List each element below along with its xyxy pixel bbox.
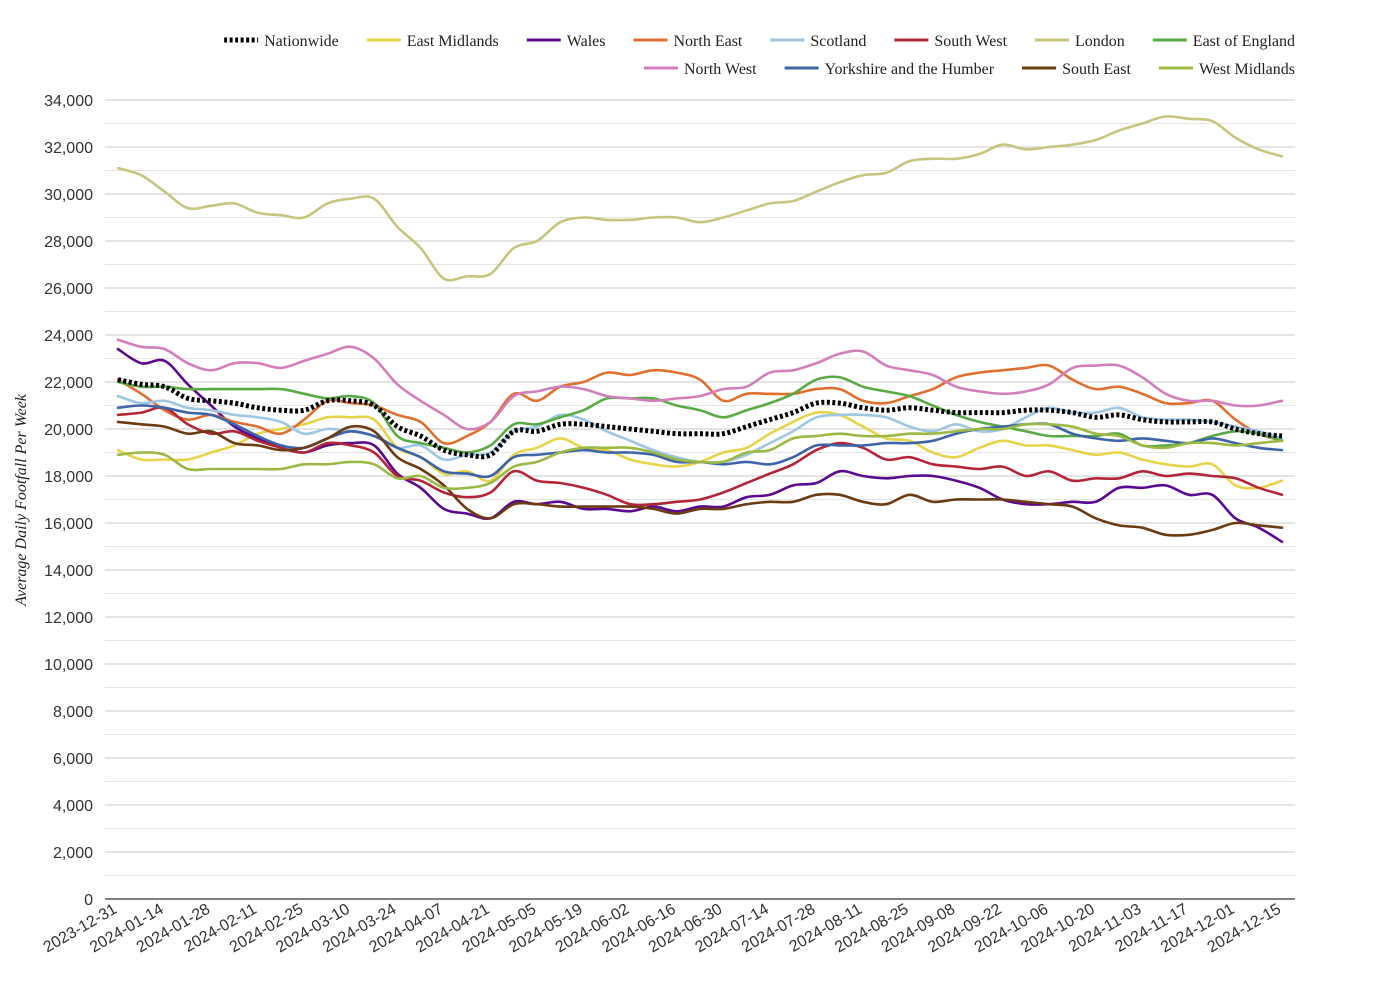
legend-label: North East	[673, 33, 742, 50]
series-line-wales	[116, 347, 1284, 544]
legend-item-east-midlands: East Midlands	[366, 33, 499, 50]
legend-item-wales: Wales	[526, 33, 606, 50]
legend-label: East of England	[1193, 33, 1295, 50]
y-tick-label: 16,000	[44, 516, 93, 533]
y-tick-label: 0	[84, 892, 93, 909]
series-line-south-east	[116, 420, 1284, 537]
y-tick-label: 10,000	[44, 657, 93, 674]
legend-item-south-east: South East	[1022, 61, 1132, 78]
y-axis-ticks: 0 2,000 4,000 6,000 8,000 10,000 12,000 14,000 1…	[44, 93, 93, 909]
y-tick-label: 32,000	[44, 140, 93, 157]
legend-label: Yorkshire and the Humber	[825, 61, 995, 78]
y-axis-label: Average Daily Footfall Per Week	[13, 393, 30, 607]
legend-item-north-east: North East	[633, 33, 743, 50]
y-tick-label: 22,000	[44, 375, 93, 392]
legend-label: East Midlands	[407, 33, 499, 50]
series-line-north-east	[116, 363, 1284, 445]
gridlines	[105, 99, 1295, 900]
legend-item-south-west: South West	[894, 33, 1008, 50]
legend-label: South West	[934, 33, 1007, 50]
y-tick-label: 8,000	[53, 704, 93, 721]
y-tick-label: 12,000	[44, 610, 93, 627]
legend-label: South East	[1062, 61, 1131, 78]
legend-label: Scotland	[810, 33, 866, 50]
y-tick-label: 2,000	[53, 845, 93, 862]
series-lines	[116, 115, 1284, 544]
y-tick-label: 30,000	[44, 187, 93, 204]
y-tick-label: 14,000	[44, 563, 93, 580]
legend: Nationwide East Midlands Wales North East Sc…	[224, 33, 1295, 78]
y-tick-label: 4,000	[53, 798, 93, 815]
y-tick-label: 18,000	[44, 469, 93, 486]
series-line-london	[116, 115, 1284, 282]
x-axis-ticks: 2023-12-312024-01-142024-01-282024-02-11…	[41, 901, 1284, 957]
y-tick-label: 24,000	[44, 328, 93, 345]
legend-item-west-midlands: West Midlands	[1158, 61, 1295, 78]
legend-item-london: London	[1035, 33, 1125, 50]
y-tick-label: 20,000	[44, 422, 93, 439]
legend-item-nationwide: Nationwide	[224, 33, 339, 50]
legend-item-east-of-england: East of England	[1152, 33, 1295, 50]
legend-label: Wales	[567, 33, 606, 50]
y-tick-label: 6,000	[53, 751, 93, 768]
y-tick-label: 26,000	[44, 281, 93, 298]
legend-label: Nationwide	[264, 33, 339, 50]
legend-item-scotland: Scotland	[770, 33, 866, 50]
legend-label: London	[1075, 33, 1125, 50]
series-line-west-midlands	[116, 422, 1284, 491]
y-tick-label: 28,000	[44, 234, 93, 251]
y-tick-label: 34,000	[44, 93, 93, 110]
legend-label: North West	[684, 61, 757, 78]
legend-item-north-west: North West	[643, 61, 757, 78]
series-line-north-west	[116, 338, 1284, 431]
series-line-south-west	[116, 406, 1284, 507]
legend-label: West Midlands	[1199, 61, 1295, 78]
legend-item-yorkshire-and-the-humber: Yorkshire and the Humber	[784, 61, 995, 78]
